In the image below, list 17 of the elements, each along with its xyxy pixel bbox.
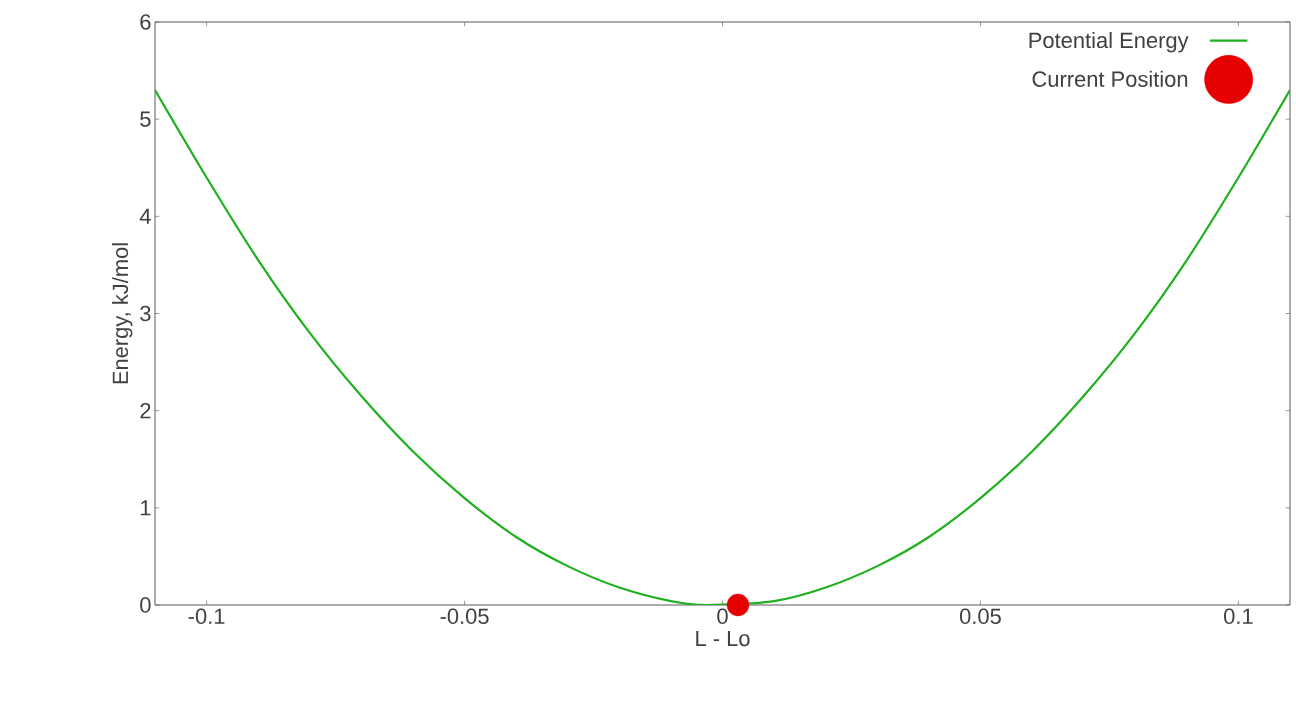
- y-tick-label: 1: [140, 500, 151, 516]
- line-series: [155, 88, 1290, 605]
- y-tick-label: 0: [140, 597, 151, 613]
- x-axis-title: L - Lo: [696, 630, 750, 647]
- y-axis-title: Energy, kJ/mol: [112, 243, 133, 384]
- y-tick-label: 5: [140, 111, 151, 127]
- y-tick-label: 4: [139, 208, 151, 224]
- x-tick-label: 0.05: [959, 608, 1001, 625]
- x-tick-label: 0: [717, 608, 728, 625]
- x-tick-label: -0.05: [440, 608, 489, 625]
- legend-label: Potential Energy: [1029, 32, 1189, 53]
- x-tick-label: -0.1: [188, 608, 225, 625]
- y-tick-label: 2: [140, 403, 151, 419]
- legend-label: Current Position: [1032, 70, 1188, 87]
- y-tick-label: 3: [140, 305, 151, 322]
- x-tick-label: 0.1: [1224, 608, 1253, 625]
- y-tick-label: 6: [140, 14, 151, 30]
